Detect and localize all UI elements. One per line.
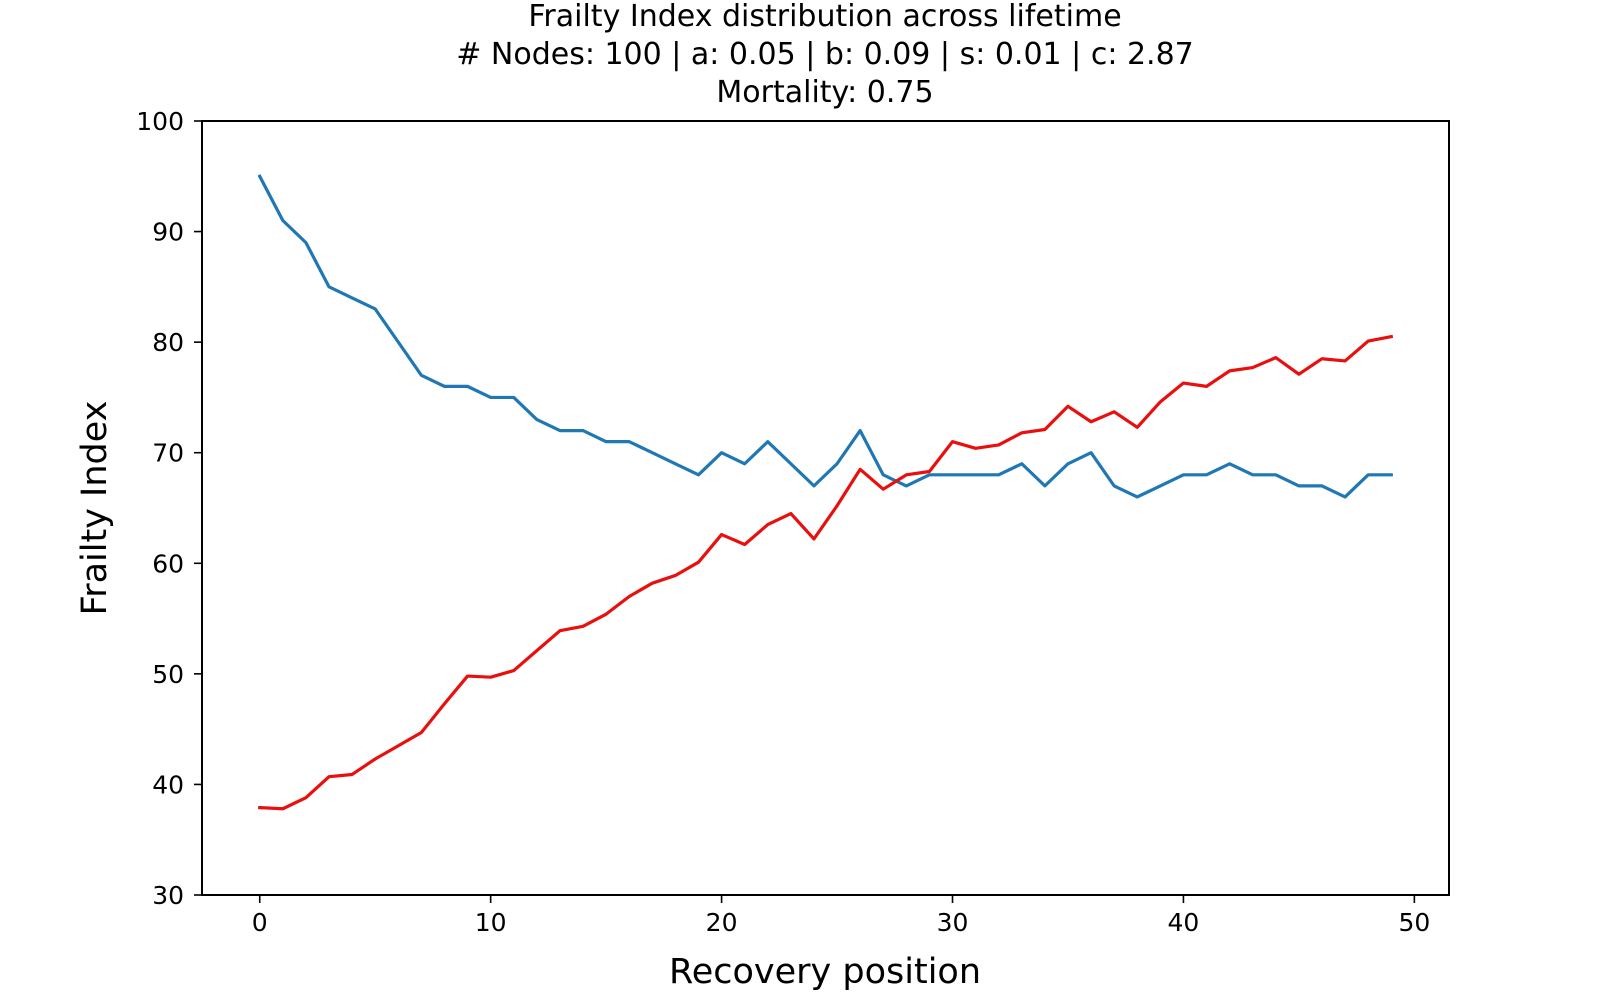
chart-title-line-3: Mortality: 0.75 bbox=[716, 75, 933, 110]
chart-title-line-1: Frailty Index distribution across lifeti… bbox=[528, 0, 1121, 34]
series-line-1 bbox=[257, 174, 1393, 499]
y-axis: 30 40 50 60 70 80 90 100 bbox=[136, 107, 202, 910]
y-tick-label: 90 bbox=[152, 218, 184, 247]
series-line-2 bbox=[258, 334, 1394, 811]
y-tick-label: 80 bbox=[152, 328, 184, 357]
x-tick-label: 0 bbox=[252, 908, 268, 937]
y-tick-label: 60 bbox=[152, 549, 184, 578]
y-tick-label: 40 bbox=[152, 770, 184, 799]
x-tick-label: 20 bbox=[706, 908, 738, 937]
x-axis-label: Recovery position bbox=[669, 952, 981, 992]
y-axis-label: Frailty Index bbox=[75, 401, 115, 616]
series-layer bbox=[257, 174, 1394, 811]
y-tick-label: 50 bbox=[152, 660, 184, 689]
x-axis: 0 10 20 30 40 50 bbox=[252, 895, 1430, 937]
y-tick-label: 100 bbox=[136, 107, 184, 136]
x-tick-label: 40 bbox=[1168, 908, 1200, 937]
chart-title-line-2: # Nodes: 100 | a: 0.05 | b: 0.09 | s: 0.… bbox=[456, 37, 1194, 72]
plot-frame bbox=[201, 120, 1450, 896]
x-tick-label: 50 bbox=[1398, 908, 1430, 937]
y-tick-label: 70 bbox=[152, 439, 184, 468]
x-tick-label: 30 bbox=[937, 908, 969, 937]
y-tick-label: 30 bbox=[152, 881, 184, 910]
x-tick-label: 10 bbox=[475, 908, 507, 937]
